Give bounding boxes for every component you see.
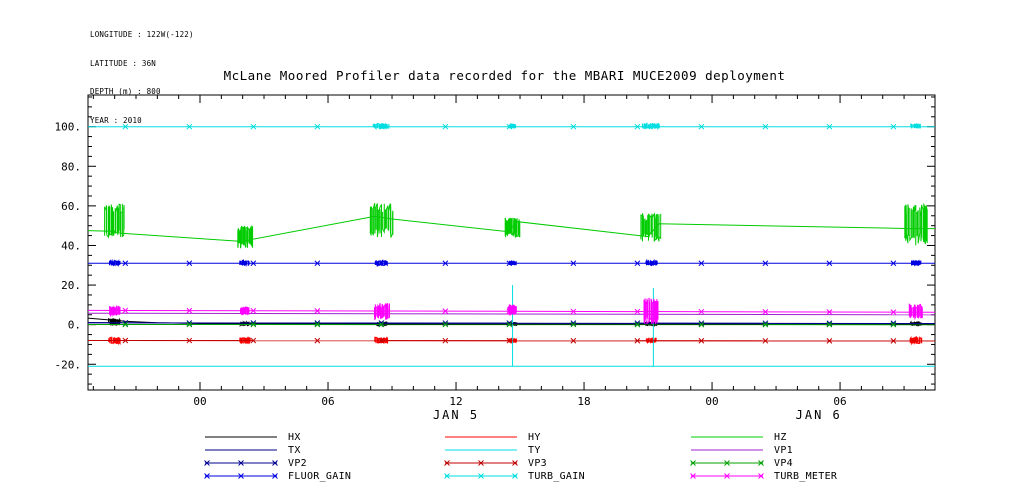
svg-text:06: 06: [321, 395, 334, 408]
legend-line-sample-turb_meter: [690, 473, 764, 479]
legend-label-tx: TX: [288, 444, 301, 456]
metadata-block: LONGITUDE : 122W(-122) LATITUDE : 36N DE…: [90, 11, 194, 144]
legend-line-sample-vp1: [691, 449, 763, 451]
chart-title: McLane Moored Profiler data recorded for…: [223, 68, 786, 83]
legend-label-fluor_gain: FLUOR_GAIN: [288, 470, 352, 482]
legend-item-vp3: VP3: [443, 457, 689, 469]
legend-label-hz: HZ: [774, 431, 787, 443]
legend-item-vp4: VP4: [689, 457, 929, 469]
legend-label-vp4: VP4: [774, 457, 793, 469]
legend-label-vp3: VP3: [528, 457, 547, 469]
svg-text:-20.: -20.: [55, 358, 82, 371]
svg-text:60.: 60.: [61, 200, 81, 213]
svg-text:80.: 80.: [61, 160, 81, 173]
legend-line-sample-turb_gain: [444, 473, 518, 479]
legend-item-hy: HY: [443, 431, 689, 443]
legend-item-turb_gain: TURB_GAIN: [443, 470, 689, 482]
svg-text:00: 00: [705, 395, 718, 408]
legend-line-sample-tx: [205, 449, 277, 451]
legend-line-sample-vp2: [204, 460, 278, 466]
axis-labels: 100. 80. 60. 40. 20. 0. -20. 00 06 12 18 00 06 JAN 5 J…: [55, 121, 847, 422]
axis-ticks: [88, 95, 935, 390]
series-fluor_gain: [88, 258, 935, 268]
legend-line-sample-vp4: [690, 460, 764, 466]
plot-frame: [87, 94, 936, 391]
series-vp3: [87, 337, 936, 344]
svg-text:00: 00: [193, 395, 206, 408]
svg-text:12: 12: [449, 395, 462, 408]
legend-line-sample-vp3: [444, 460, 518, 466]
svg-text:JAN 5: JAN 5: [433, 408, 479, 422]
legend-line-sample-ty: [445, 449, 517, 451]
legend-item-vp2: VP2: [203, 457, 443, 469]
legend-item-hz: HZ: [689, 431, 929, 443]
svg-text:18: 18: [577, 395, 590, 408]
svg-text:20.: 20.: [61, 279, 81, 292]
series-turb_meter: [87, 297, 936, 325]
legend-line-sample-hx: [205, 436, 277, 438]
legend-item-ty: TY: [443, 444, 689, 456]
svg-text:0.: 0.: [68, 319, 81, 332]
legend-label-ty: TY: [528, 444, 541, 456]
legend-item-fluor_gain: FLUOR_GAIN: [203, 470, 443, 482]
meta-depth: DEPTH (m) : 800: [90, 87, 161, 96]
legend-label-vp1: VP1: [774, 444, 793, 456]
meta-latitude: LATITUDE : 36N: [90, 58, 157, 68]
svg-text:06: 06: [833, 395, 846, 408]
series-vp4: [87, 321, 936, 328]
meta-year: YEAR : 2010: [90, 115, 142, 125]
legend-label-hx: HX: [288, 431, 301, 443]
series-hz: [87, 202, 935, 249]
svg-text:100.: 100.: [55, 121, 82, 134]
legend-line-sample-fluor_gain: [204, 473, 278, 479]
legend-label-turb_meter: TURB_METER: [774, 470, 838, 482]
legend-label-turb_gain: TURB_GAIN: [528, 470, 585, 482]
legend-item-vp1: VP1: [689, 444, 929, 456]
legend-line-sample-hy: [445, 436, 517, 438]
legend-label-vp2: VP2: [288, 457, 307, 469]
legend-line-sample-hz: [691, 436, 763, 438]
legend-label-hy: HY: [528, 431, 541, 443]
chart-legend: HX HY HZ TX TY VP1 VP2 VP3 VP4 FLUOR_GAIN TURB_GAI…: [203, 431, 929, 482]
legend-item-tx: TX: [203, 444, 443, 456]
meta-longitude: LONGITUDE : 122W(-122): [90, 30, 194, 39]
svg-text:40.: 40.: [61, 239, 81, 252]
series-turb_gain: [88, 122, 935, 131]
legend-item-turb_meter: TURB_METER: [689, 470, 929, 482]
legend-item-hx: HX: [203, 431, 443, 443]
svg-text:JAN 6: JAN 6: [796, 408, 842, 422]
